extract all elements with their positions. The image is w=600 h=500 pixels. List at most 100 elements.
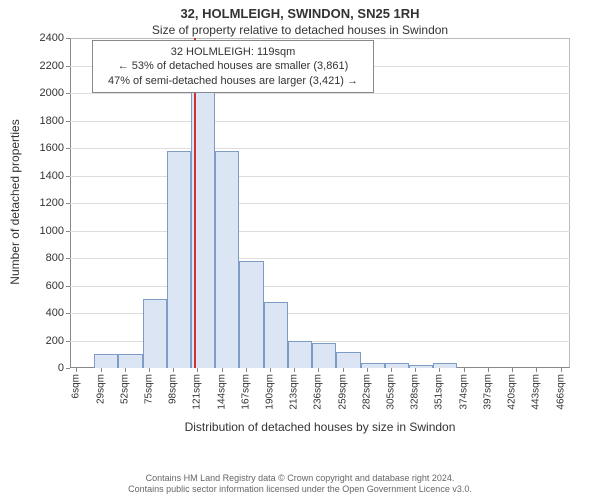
x-tick-label: 144sqm <box>216 374 227 410</box>
grid-line <box>70 93 570 94</box>
y-tick-label: 1000 <box>40 225 64 237</box>
x-tick-mark <box>125 368 126 372</box>
info-box: 32 HOLMLEIGH: 119sqm ← 53% of detached h… <box>92 40 374 93</box>
y-tick-mark <box>66 368 70 369</box>
y-tick-mark <box>66 286 70 287</box>
x-tick-mark <box>464 368 465 372</box>
x-tick-label: 420sqm <box>507 374 518 410</box>
y-tick-mark <box>66 341 70 342</box>
x-tick-label: 6sqm <box>71 374 82 398</box>
histogram-bar <box>433 363 457 369</box>
y-tick-label: 2000 <box>40 87 64 99</box>
x-tick-mark <box>318 368 319 372</box>
y-tick-label: 0 <box>58 362 64 374</box>
x-tick-mark <box>536 368 537 372</box>
footer: Contains HM Land Registry data © Crown c… <box>0 473 600 496</box>
x-tick-label: 236sqm <box>313 374 324 410</box>
y-axis-title: Number of detached properties <box>8 102 22 302</box>
histogram-bar <box>312 343 336 368</box>
histogram-bar <box>264 302 288 368</box>
footer-line-1: Contains HM Land Registry data © Crown c… <box>0 473 600 485</box>
y-tick-label: 1800 <box>40 115 64 127</box>
x-tick-label: 328sqm <box>410 374 421 410</box>
grid-line <box>70 176 570 177</box>
y-tick-label: 200 <box>46 335 64 347</box>
x-axis-title: Distribution of detached houses by size … <box>70 420 570 434</box>
histogram-bar <box>239 261 263 368</box>
footer-line-2: Contains public sector information licen… <box>0 484 600 496</box>
x-tick-label: 282sqm <box>361 374 372 410</box>
y-tick-mark <box>66 121 70 122</box>
x-tick-mark <box>173 368 174 372</box>
y-tick-mark <box>66 176 70 177</box>
y-tick-label: 2200 <box>40 60 64 72</box>
x-tick-mark <box>488 368 489 372</box>
y-tick-label: 2400 <box>40 32 64 44</box>
x-tick-mark <box>246 368 247 372</box>
histogram-bar <box>215 151 239 368</box>
info-line-1: 32 HOLMLEIGH: 119sqm <box>101 45 365 59</box>
y-tick-mark <box>66 313 70 314</box>
histogram-bar <box>118 354 142 368</box>
x-tick-mark <box>561 368 562 372</box>
grid-line <box>70 286 570 287</box>
y-tick-mark <box>66 66 70 67</box>
x-tick-label: 259sqm <box>337 374 348 410</box>
x-tick-label: 190sqm <box>265 374 276 410</box>
x-tick-mark <box>343 368 344 372</box>
y-tick-label: 600 <box>46 280 64 292</box>
x-tick-label: 121sqm <box>192 374 203 410</box>
y-tick-label: 800 <box>46 252 64 264</box>
histogram-bar <box>361 363 385 369</box>
grid-line <box>70 148 570 149</box>
x-tick-label: 397sqm <box>482 374 493 410</box>
y-tick-label: 1400 <box>40 170 64 182</box>
x-tick-mark <box>512 368 513 372</box>
info-line-2: ← 53% of detached houses are smaller (3,… <box>101 59 365 73</box>
x-tick-label: 351sqm <box>434 374 445 410</box>
histogram-bar <box>336 352 360 369</box>
y-tick-label: 1200 <box>40 197 64 209</box>
grid-line <box>70 203 570 204</box>
y-tick-mark <box>66 38 70 39</box>
x-tick-mark <box>101 368 102 372</box>
x-tick-mark <box>415 368 416 372</box>
title-main: 32, HOLMLEIGH, SWINDON, SN25 1RH <box>0 0 600 21</box>
histogram-bar <box>143 299 167 368</box>
histogram-bar <box>409 365 433 368</box>
y-tick-mark <box>66 148 70 149</box>
x-tick-mark <box>391 368 392 372</box>
x-tick-label: 167sqm <box>240 374 251 410</box>
histogram-bar <box>385 363 409 369</box>
x-tick-label: 466sqm <box>555 374 566 410</box>
grid-line <box>70 121 570 122</box>
grid-line <box>70 231 570 232</box>
histogram-bar <box>94 354 118 368</box>
x-tick-mark <box>149 368 150 372</box>
histogram-bar <box>288 341 312 369</box>
x-tick-mark <box>222 368 223 372</box>
x-tick-label: 213sqm <box>289 374 300 410</box>
x-tick-mark <box>294 368 295 372</box>
x-tick-label: 75sqm <box>143 374 154 404</box>
info-line-3: 47% of semi-detached houses are larger (… <box>101 74 365 88</box>
x-tick-mark <box>367 368 368 372</box>
y-tick-mark <box>66 258 70 259</box>
x-tick-label: 29sqm <box>95 374 106 404</box>
y-tick-mark <box>66 93 70 94</box>
x-tick-mark <box>439 368 440 372</box>
x-tick-label: 98sqm <box>168 374 179 404</box>
histogram-bar <box>167 151 191 368</box>
y-tick-label: 1600 <box>40 142 64 154</box>
chart-container: 32, HOLMLEIGH, SWINDON, SN25 1RH Size of… <box>0 0 600 500</box>
x-tick-label: 443sqm <box>531 374 542 410</box>
y-tick-label: 400 <box>46 307 64 319</box>
x-tick-mark <box>270 368 271 372</box>
y-tick-mark <box>66 203 70 204</box>
title-sub: Size of property relative to detached ho… <box>0 21 600 37</box>
x-tick-label: 52sqm <box>119 374 130 404</box>
x-tick-mark <box>197 368 198 372</box>
x-tick-label: 305sqm <box>386 374 397 410</box>
x-tick-mark <box>76 368 77 372</box>
grid-line <box>70 258 570 259</box>
